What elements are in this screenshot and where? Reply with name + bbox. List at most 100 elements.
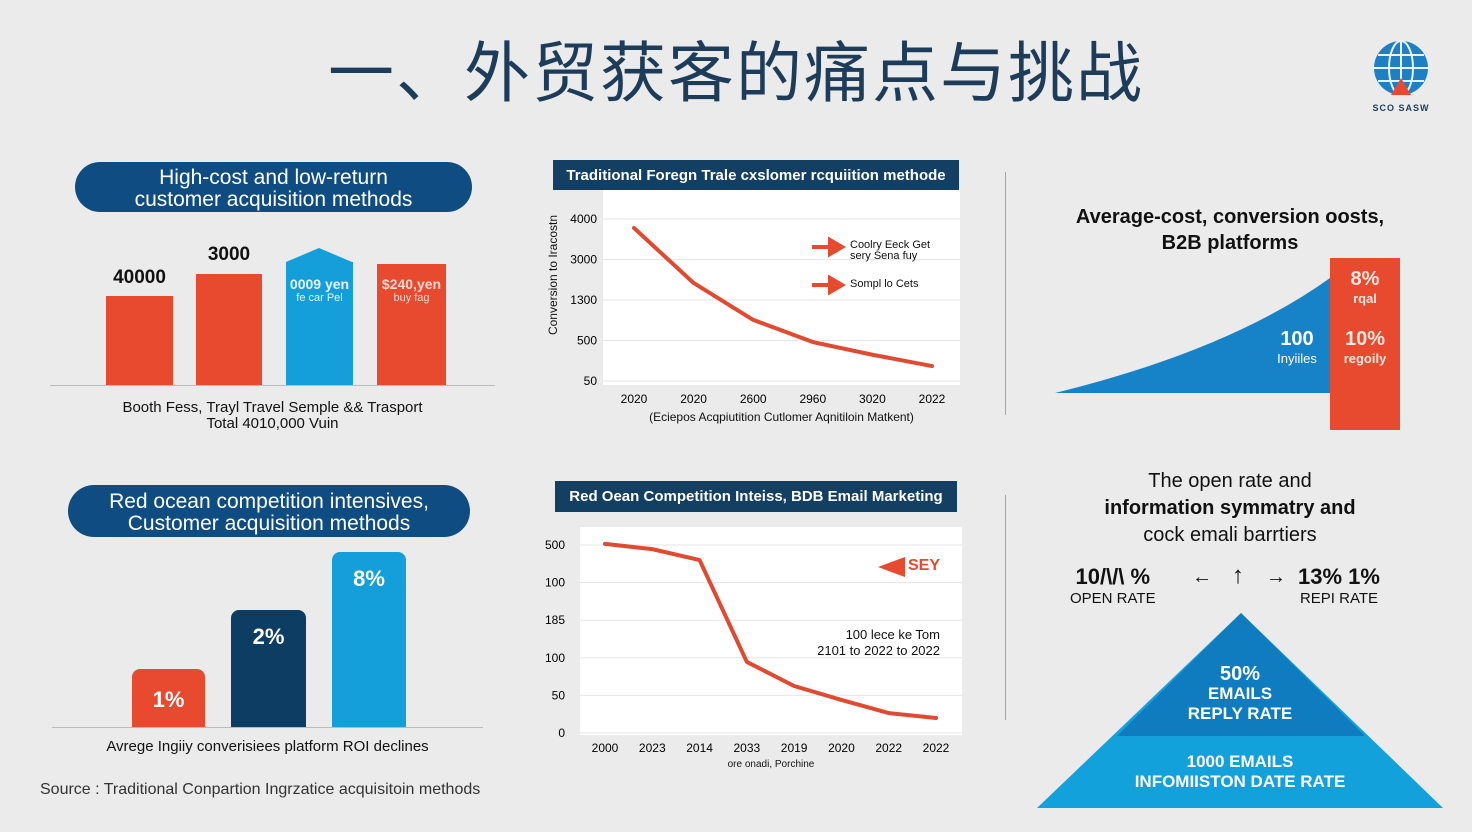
value: 10% [1344, 328, 1386, 350]
label: 1000 EMAILS [1186, 752, 1294, 771]
bar [106, 296, 173, 385]
legend-item: Sompl lo Cets [850, 278, 918, 290]
label: INFOMIISTON DATE RATE [1134, 772, 1346, 791]
legend-label: Sompl lo Cets [850, 278, 919, 290]
divider [1005, 172, 1006, 415]
x-tick-label: 2022 [919, 392, 946, 406]
panel6-title: The open rate and information symmatry an… [1020, 468, 1440, 549]
inquiries-value: 100 Inyiiles [1262, 328, 1332, 366]
legend-arrow-icon [812, 274, 846, 296]
legend-arrow-icon [812, 236, 846, 258]
heading-line: High-cost and low-return [159, 165, 388, 189]
y-tick-label: 1300 [570, 293, 597, 307]
label: REPI RATE [1299, 590, 1379, 607]
x-tick-label: 2020 [621, 392, 648, 406]
caption: Avrege Ingiiy converisiees platform ROI … [106, 738, 429, 755]
label: EMAILS [1207, 684, 1273, 703]
y-tick-label: 50 [584, 374, 598, 388]
legend-label: Coolry Eeck Get [850, 239, 931, 251]
bar: $240,yen buy fag [377, 264, 446, 385]
title-line: information symmatry and [1104, 497, 1356, 519]
axis-line [50, 385, 495, 386]
y-tick-label: 3000 [570, 253, 597, 267]
title-line: B2B platforms [1161, 232, 1299, 254]
arrow-up-icon: ↑ [1232, 562, 1244, 589]
x-tick-label: 3020 [859, 392, 886, 406]
annotation-line: 2101 to 2022 to 2022 [817, 643, 940, 658]
label: regoily [1343, 351, 1387, 366]
data-label: 40000 [113, 267, 166, 288]
x-tick-label: 2022 [875, 741, 902, 755]
y-axis-label: Conversion to Iracostn [546, 214, 560, 336]
legend-item: Coolry Eeck Get sery Sena fuy [850, 240, 930, 262]
caption: Booth Fess, Trayl Travel Semple && Trasp… [122, 399, 423, 416]
annotation-line: 100 lece ke Tom [845, 627, 940, 642]
divider [1005, 495, 1006, 720]
data-label: 2% [252, 624, 285, 650]
page-title: 一、外贸获客的痛点与挑战 [328, 35, 1144, 112]
callout-arrow-icon [878, 557, 905, 577]
x-tick-label: 2000 [592, 741, 619, 755]
pyramid-bottom-text: 1000 EMAILS INFOMIISTON DATE RATE [1090, 752, 1390, 792]
title-line: cock emali barrtiers [1143, 524, 1317, 546]
panel5-title: Average-cost, conversion oosts, B2B platf… [1020, 204, 1440, 256]
legend-label: sery Sena fuy [850, 250, 918, 262]
heading-line: Customer acquisition methods [127, 511, 411, 535]
annotation: 100 lece ke Tom 2101 to 2022 to 2022 [780, 627, 940, 659]
panel4-heading: Red ocean competition intensives, Custom… [68, 485, 470, 537]
heading-line: Red ocean competition intensives, [109, 489, 429, 513]
bar [196, 274, 262, 385]
data-label: 0009 yen [289, 276, 350, 292]
x-tick-label: 2019 [781, 741, 808, 755]
bar: 1% [132, 668, 205, 727]
data-sublabel: fe car Pel [296, 292, 343, 304]
arrow-right-icon: → [1266, 566, 1286, 588]
pyramid-top-text: 50% EMAILS REPLY RATE [1140, 664, 1340, 724]
title-line: The open rate and [1148, 470, 1312, 492]
x-tick-label: 2960 [799, 392, 826, 406]
x-tick-label: 2023 [639, 741, 666, 755]
y-tick-label: 185 [545, 613, 565, 627]
source-note: Source : Traditional Conpartion Ingrzati… [40, 781, 481, 798]
rate-value-2: 10% regoily [1330, 328, 1400, 366]
roi-bar-chart: 1% 2% 8% [52, 540, 483, 727]
heading-line: customer acquisition methods [134, 187, 413, 211]
x-axis-label: ore onadi, Porchine [727, 759, 815, 770]
y-tick-label: 4000 [570, 212, 597, 226]
arrow-left-icon: ← [1192, 566, 1212, 588]
chart2-svg: 4000 3000 1300 500 50 2020 2020 2600 2960 3020 202… [570, 212, 960, 406]
email-pyramid [1037, 613, 1443, 808]
value: 13% 1% [1298, 564, 1380, 589]
bar: 2% [231, 610, 306, 727]
chart2-plot-area [603, 190, 960, 385]
panel1-heading: High-cost and low-return customer acquis… [75, 162, 472, 212]
open-rate: 10/\/\ % OPEN RATE [1070, 564, 1156, 607]
data-label: $240,yen [381, 276, 442, 292]
series-line [603, 541, 938, 720]
data-sublabel: buy fag [393, 292, 430, 304]
value: 8% [1350, 268, 1380, 290]
value: 10/\/\ % [1075, 564, 1151, 589]
bar: 0009 yen fe car Pel [286, 248, 353, 385]
label: OPEN RATE [1070, 590, 1156, 607]
data-label: 1% [152, 686, 185, 712]
logo-text: SCO SASW [1372, 103, 1430, 113]
x-axis-label: (Eciepos Acqpiutition Cutlomer Aqnitiloi… [649, 410, 914, 424]
globe-icon [1374, 40, 1428, 96]
axis-line [52, 727, 483, 728]
value: 100 [1280, 328, 1314, 350]
logo: SCO SASW [1366, 38, 1436, 118]
title-line: Average-cost, conversion oosts, [1075, 206, 1385, 228]
reply-rate: 13% 1% REPI RATE [1298, 564, 1380, 607]
label: rqal [1353, 291, 1377, 306]
x-tick-label: 2022 [923, 741, 950, 755]
x-tick-label: 2020 [828, 741, 855, 755]
value: 50% [1219, 663, 1261, 685]
data-label: 3000 [207, 244, 251, 265]
cost-bar-chart: 0009 yen fe car Pel $240,yen buy fag 400… [50, 240, 495, 385]
y-tick-label: 100 [545, 651, 565, 665]
chart2-title: Traditional Foregn Trale cxslomer rcquii… [553, 160, 959, 190]
x-tick-label: 2014 [686, 741, 713, 755]
rate-value-1: 8% rqal [1330, 268, 1400, 306]
label: Inyiiles [1277, 351, 1317, 366]
